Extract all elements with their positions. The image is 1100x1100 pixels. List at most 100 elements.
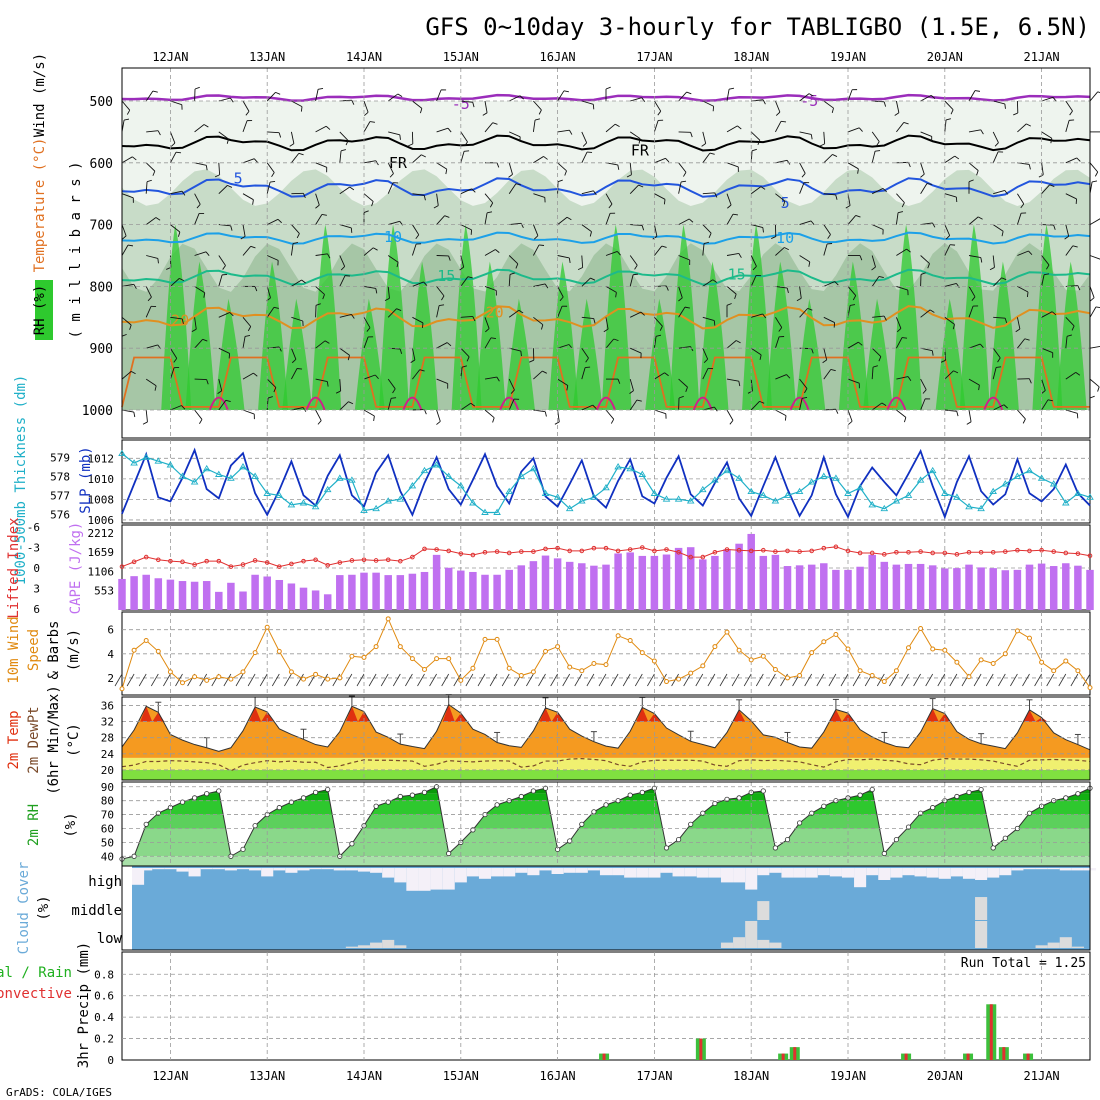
upper-wind-barb-flag xyxy=(810,134,813,140)
li-point xyxy=(809,548,815,554)
chart-title: GFS 0~10day 3-hourly for TABLIGBO (1.5E,… xyxy=(425,13,1090,41)
upper-wind-barb xyxy=(702,131,707,144)
thickness-point xyxy=(408,482,417,489)
upper-wind-barb xyxy=(1065,224,1070,237)
upper-wind-barb xyxy=(242,224,246,237)
upper-wind-barb xyxy=(944,244,951,256)
date-label-bottom: 13JAN xyxy=(249,1069,285,1083)
upper-wind-barb xyxy=(1041,96,1054,102)
upper-wind-barb xyxy=(532,224,539,236)
li-point xyxy=(180,559,185,565)
upper-wind-barb-flag xyxy=(399,348,403,354)
upper-wind-barb-flag xyxy=(950,109,954,115)
cloud-low-bar xyxy=(733,937,746,948)
upper-wind-barb xyxy=(944,155,956,164)
li-point xyxy=(918,549,923,554)
cape-bar xyxy=(444,567,453,610)
upper-wind-barb xyxy=(896,285,908,291)
cloud-high-bar xyxy=(200,868,213,870)
thickness-point xyxy=(989,487,997,495)
upper-wind-barb xyxy=(411,243,417,256)
date-label-bottom: 18JAN xyxy=(733,1069,769,1083)
upper-wind-barb xyxy=(1041,274,1045,287)
cloud-high-bar xyxy=(345,868,358,871)
wind-speed-point xyxy=(482,636,488,642)
date-label-top: 13JAN xyxy=(249,50,285,64)
upper-wind-barb xyxy=(218,162,221,175)
upper-wind-barb-flag xyxy=(876,141,880,147)
upper-wind-barb-flag xyxy=(396,262,399,268)
upper-air-frame xyxy=(121,67,1091,439)
upper-wind-barb-flag xyxy=(1053,224,1056,230)
wind-speed-point xyxy=(240,669,246,675)
cloud-high-bar xyxy=(273,868,286,871)
upper-wind-barb xyxy=(339,131,349,141)
upper-wind-barb xyxy=(847,409,853,422)
thickness-point xyxy=(420,466,429,474)
upper-wind-barb-flag xyxy=(419,369,425,372)
cape-bar xyxy=(650,555,659,610)
cape-bar xyxy=(1086,569,1094,610)
cloud-high-bar xyxy=(1071,868,1084,871)
surface-wind-barb xyxy=(417,673,425,687)
upper-wind-barb-flag xyxy=(920,272,926,275)
surface-wind-barb xyxy=(1034,673,1042,687)
upper-wind-barb xyxy=(968,90,976,102)
upper-wind-barb xyxy=(1041,255,1050,266)
upper-wind-barb xyxy=(992,277,1002,287)
wind-speed-point xyxy=(434,656,440,662)
thickness-point xyxy=(493,508,501,515)
upper-wind-barb xyxy=(605,286,617,293)
upper-wind-barb-flag xyxy=(834,281,839,286)
thickness-point xyxy=(590,493,598,500)
precip-axis-label: 3hr Precip (mm) xyxy=(76,942,92,1068)
rh-moist-plume xyxy=(185,261,216,410)
upper-wind-barb xyxy=(944,193,957,198)
cape-bar xyxy=(553,558,562,610)
cape-bar xyxy=(420,571,429,610)
rh-moist-plume xyxy=(504,298,535,410)
upper-wind-barb-flag xyxy=(738,253,742,258)
cape-bar xyxy=(1025,564,1034,610)
upper-wind-barb xyxy=(1065,193,1077,200)
upper-wind-barb xyxy=(944,409,957,412)
upper-wind-barb xyxy=(896,376,909,380)
rh-point xyxy=(990,845,996,851)
upper-wind-barb xyxy=(920,183,928,194)
upper-wind-barb-flag xyxy=(1026,123,1031,127)
precip-tick-label: 0.4 xyxy=(94,1011,114,1024)
upper-wind-barb xyxy=(194,124,205,133)
cloud-frame xyxy=(121,865,1091,951)
upper-wind-barb-flag xyxy=(467,276,473,279)
contour-label: 15 xyxy=(728,266,746,284)
wind-speed-point xyxy=(167,669,173,675)
upper-wind-barb-flag xyxy=(994,142,999,147)
upper-wind-barb-flag xyxy=(508,173,513,178)
li-point xyxy=(337,560,343,565)
contour-label: FR xyxy=(631,141,650,159)
rh-point xyxy=(688,821,694,827)
date-label-top: 17JAN xyxy=(636,50,672,64)
upper-wind-barb-flag xyxy=(568,257,571,264)
thickness-point xyxy=(638,470,647,477)
surface-wind-barb xyxy=(804,673,813,687)
upper-wind-barb xyxy=(750,255,757,267)
upper-wind-barb xyxy=(291,316,303,322)
upper-wind-barb xyxy=(799,286,802,299)
li-point xyxy=(349,558,355,563)
upper-wind-barb xyxy=(654,245,663,256)
cape-bar xyxy=(578,563,586,610)
cape-bar xyxy=(154,578,163,610)
upper-wind-barb-flag xyxy=(472,102,475,108)
thickness-point xyxy=(916,476,925,483)
surface-wind-barb xyxy=(150,673,159,687)
upper-wind-barb-flag xyxy=(709,152,715,155)
wind-speed-point xyxy=(325,676,331,682)
upper-wind-barb xyxy=(1065,409,1078,414)
upper-wind-barb-flag xyxy=(490,337,497,340)
upper-wind-barb-flag xyxy=(1077,285,1081,291)
cloud-high-bar xyxy=(236,868,250,870)
upper-wind-barb xyxy=(436,89,442,102)
upper-wind-barb-flag xyxy=(296,368,303,370)
wind-speed-point xyxy=(688,670,694,676)
